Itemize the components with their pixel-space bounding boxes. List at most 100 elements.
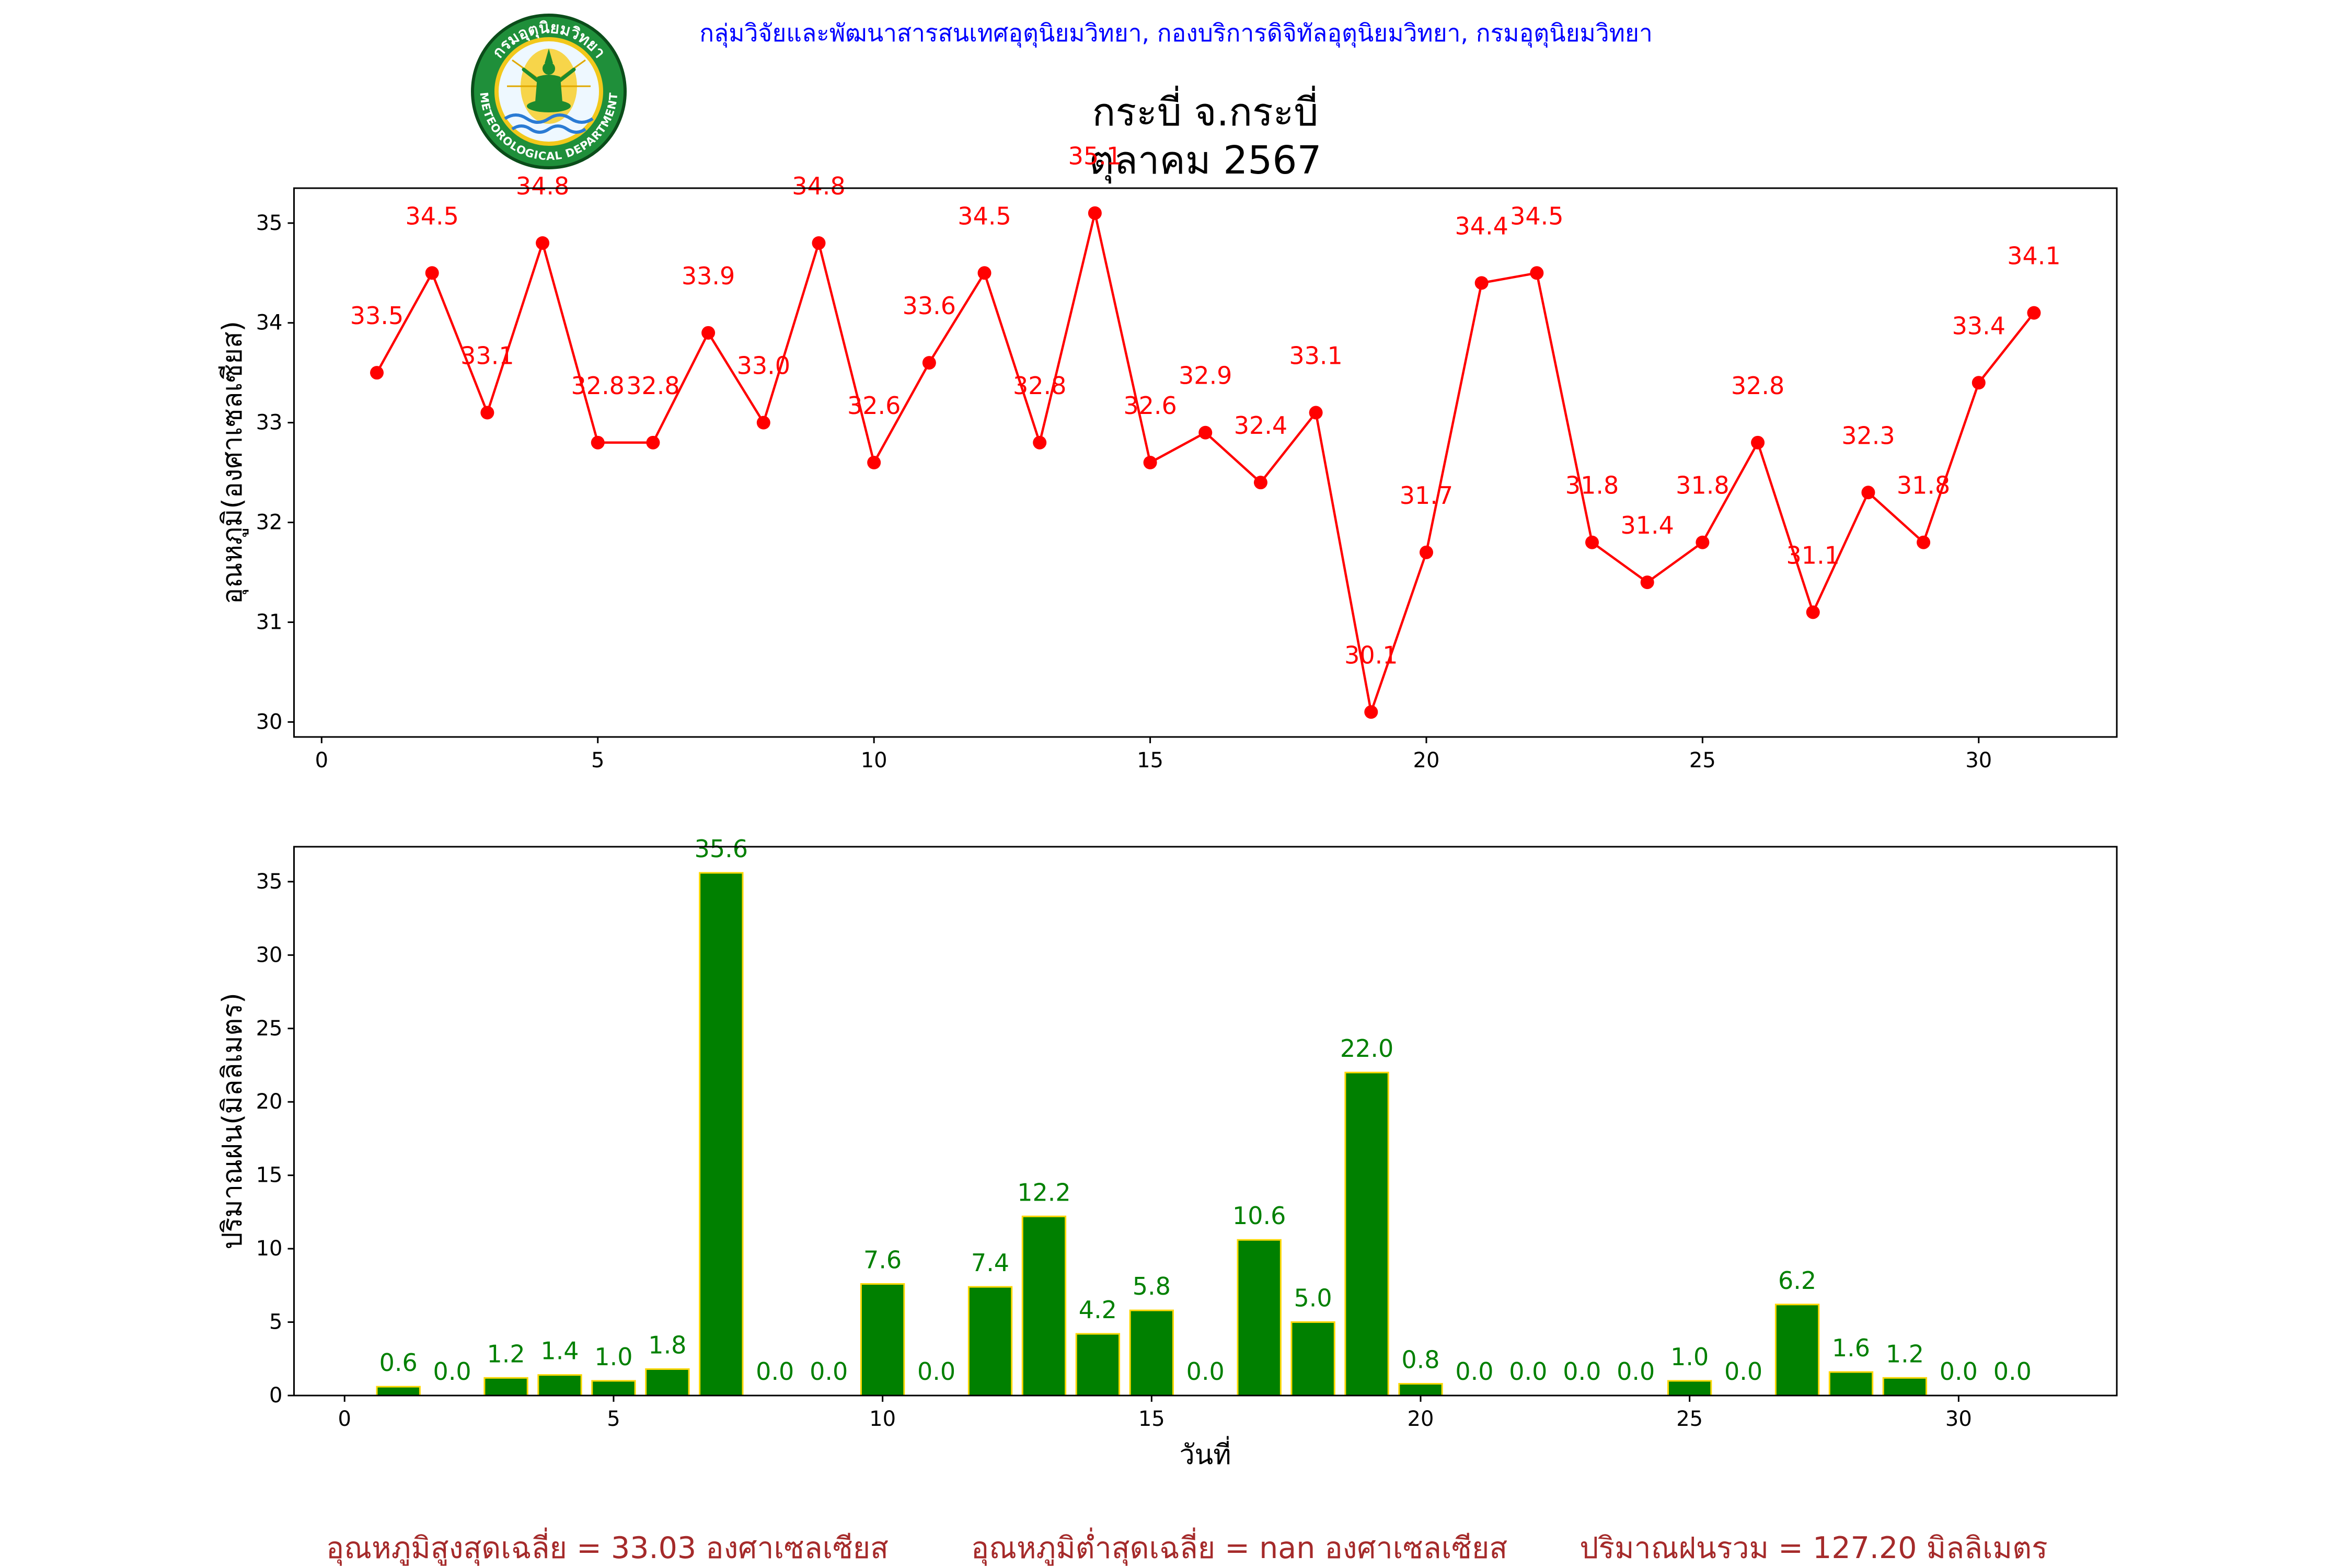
rainfall-value-label: 0.0 (1940, 1357, 1978, 1386)
rainfall-y-tick-label: 25 (256, 1017, 283, 1041)
temperature-value-label: 34.8 (792, 172, 845, 200)
temperature-value-label: 31.8 (1676, 471, 1729, 500)
temperature-point (1033, 435, 1047, 449)
temperature-point (370, 366, 384, 380)
temperature-value-label: 33.9 (682, 262, 735, 290)
rainfall-value-label: 1.8 (648, 1331, 686, 1359)
rainfall-bar (1129, 1309, 1174, 1397)
rainfall-x-tick-label: 5 (607, 1407, 620, 1431)
rainfall-value-label: 5.0 (1294, 1284, 1332, 1312)
rainfall-bar (1021, 1215, 1067, 1397)
rainfall-x-tick-label: 30 (1945, 1407, 1972, 1431)
department-logo: กรมอุตุนิยมวิทยา METEOROLOGICAL DEPARTME… (471, 14, 627, 169)
chart-title: กระบี่ จ.กระบี่ (1092, 85, 1319, 135)
temperature-y-tick-label: 34 (256, 311, 283, 335)
rainfall-value-label: 10.6 (1232, 1202, 1286, 1230)
chart-subtitle: ตุลาคม 2567 (1089, 138, 1321, 184)
temperature-point (1088, 206, 1102, 220)
rainfall-value-label: 0.0 (1563, 1357, 1601, 1386)
temperature-point (812, 236, 826, 250)
temperature-point (1474, 276, 1489, 290)
temperature-value-label: 33.1 (1289, 342, 1342, 370)
rainfall-x-axis-label: วันที่ (1179, 1436, 1231, 1471)
temperature-point (2027, 306, 2041, 320)
temperature-point (480, 406, 494, 420)
logo-deity-arms (522, 67, 576, 83)
rainfall-y-tick-label: 15 (256, 1163, 283, 1187)
logo-wave (504, 113, 594, 124)
rainfall-value-label: 7.4 (971, 1249, 1009, 1277)
rainfall-bar (483, 1377, 528, 1397)
rainfall-bar (699, 872, 744, 1397)
rainfall-value-label: 6.2 (1778, 1266, 1816, 1295)
temperature-x-tick-label: 5 (591, 748, 604, 773)
temperature-point (701, 326, 716, 340)
rainfall-bar (1075, 1333, 1121, 1397)
rainfall-x-tick-label: 20 (1408, 1407, 1434, 1431)
temperature-value-label: 30.1 (1344, 641, 1398, 669)
temperature-point (1696, 535, 1710, 549)
temperature-point (922, 356, 936, 370)
temperature-value-label: 33.0 (737, 352, 790, 380)
rainfall-value-label: 0.8 (1401, 1346, 1439, 1374)
temperature-value-label: 31.8 (1897, 471, 1950, 500)
temperature-point (1640, 575, 1654, 590)
rainfall-value-label: 0.0 (1724, 1357, 1762, 1386)
temperature-x-tick-label: 20 (1413, 748, 1440, 773)
rainfall-value-label: 12.2 (1017, 1178, 1070, 1206)
rainfall-value-label: 1.2 (1886, 1340, 1924, 1368)
temperature-point (1585, 535, 1599, 549)
temperature-point (1309, 406, 1323, 420)
rainfall-value-label: 35.6 (695, 835, 748, 863)
temperature-value-label: 32.3 (1841, 421, 1895, 449)
rainfall-x-tick-label: 10 (869, 1407, 896, 1431)
temperature-point (536, 236, 550, 250)
temperature-chart: 33.534.533.134.832.8 32.833.933.034.832.6… (256, 142, 2118, 773)
temperature-point (977, 266, 991, 280)
rainfall-value-label: 1.0 (594, 1343, 632, 1371)
temperature-point (1198, 425, 1213, 440)
temperature-point (1143, 456, 1157, 469)
rainfall-y-tick-label: 20 (256, 1090, 283, 1114)
temperature-point (1253, 476, 1267, 490)
rainfall-y-tick-label: 0 (269, 1383, 282, 1408)
temperature-value-label: 34.8 (516, 172, 569, 200)
temperature-value-label: 33.6 (903, 292, 956, 320)
temperature-value-label: 31.8 (1565, 471, 1619, 500)
temperature-point (1917, 535, 1931, 549)
summary-avg-min-temp: อุณหภูมิต่ำสุดเฉลี่ย = nan องศาเซลเซียส (971, 1527, 1507, 1566)
temperature-x-tick-label: 0 (315, 748, 328, 773)
temperature-point (646, 435, 660, 449)
rainfall-bar (1237, 1239, 1282, 1397)
rainfall-bar (1344, 1071, 1389, 1397)
temperature-value-label: 34.5 (405, 202, 458, 230)
rainfall-value-label: 0.0 (917, 1357, 955, 1386)
rainfall-y-axis-label: ปริมาณฝน(มิลลิเมตร) (217, 993, 248, 1249)
temperature-point (1419, 545, 1433, 559)
rainfall-value-label: 4.2 (1079, 1296, 1117, 1324)
rainfall-value-label: 0.0 (810, 1357, 848, 1386)
temperature-y-tick-label: 33 (256, 411, 283, 435)
rainfall-bar (860, 1283, 905, 1397)
rainfall-value-label: 0.0 (1617, 1357, 1655, 1386)
temperature-point (867, 456, 881, 469)
temperature-x-tick-label: 30 (1965, 748, 1992, 773)
rainfall-axes-frame (293, 846, 2118, 1397)
temperature-y-tick-label: 31 (256, 610, 283, 634)
rainfall-value-label: 0.0 (1186, 1357, 1225, 1386)
temperature-point (1861, 486, 1875, 500)
temperature-y-tick-label: 30 (256, 710, 283, 734)
temperature-y-tick-label: 35 (256, 211, 283, 235)
rainfall-value-label: 0.6 (379, 1348, 418, 1377)
rainfall-bar (1290, 1321, 1335, 1397)
temperature-value-label: 31.1 (1786, 541, 1840, 569)
rainfall-value-label: 0.0 (1509, 1357, 1547, 1386)
temperature-value-label: 34.1 (2007, 242, 2060, 270)
temperature-value-label: 32.8 (571, 372, 625, 400)
temperature-x-tick-label: 15 (1137, 748, 1163, 773)
rainfall-value-label: 0.0 (433, 1357, 471, 1386)
temperature-y-axis-label: อุณหภูมิ(องศาเซลเซียส) (217, 321, 249, 604)
temperature-value-label: 32.8 (1731, 372, 1784, 400)
